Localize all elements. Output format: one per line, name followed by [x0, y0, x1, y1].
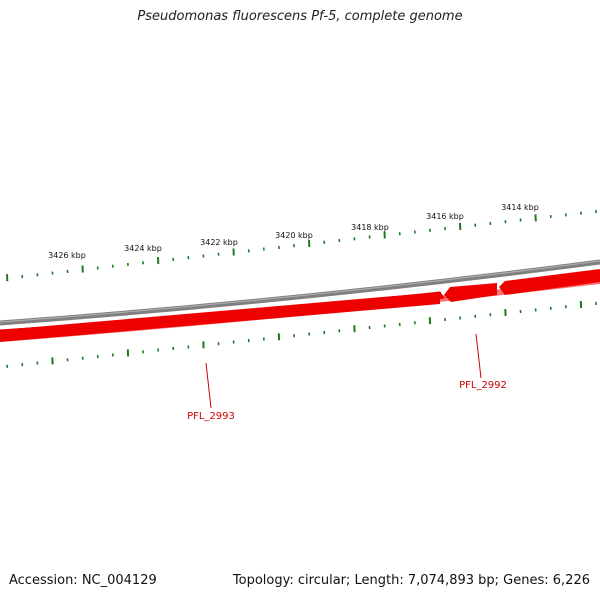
gene-label-leader	[475, 333, 482, 379]
gene-label-pfl-2993: PFL_2993	[187, 411, 235, 422]
tick-label: 3420 kbp	[275, 231, 313, 240]
tick-label: 3422 kbp	[200, 238, 238, 247]
outer-tick-ring	[6, 209, 597, 282]
tick-label: 3418 kbp	[351, 223, 389, 232]
tick-label: 3426 kbp	[48, 251, 86, 260]
gene-pfl-2993-body	[0, 292, 440, 342]
gene-next	[499, 269, 600, 295]
inner-tick-ring	[6, 300, 597, 368]
accession-text: Accession: NC_004129	[9, 573, 157, 588]
genome-backbone	[0, 259, 600, 326]
genome-backbone-highlight	[0, 260, 600, 323]
gene-pfl-2992	[444, 283, 497, 302]
gene-label-leader	[205, 362, 212, 409]
gene-label-pfl-2992: PFL_2992	[459, 380, 507, 391]
topology-text: Topology: circular; Length: 7,074,893 bp…	[232, 573, 590, 588]
tick-label: 3424 kbp	[124, 244, 162, 253]
map-title: Pseudomonas fluorescens Pf-5, complete g…	[137, 9, 463, 24]
tick-label: 3416 kbp	[426, 212, 464, 221]
tick-label: 3414 kbp	[501, 203, 539, 212]
